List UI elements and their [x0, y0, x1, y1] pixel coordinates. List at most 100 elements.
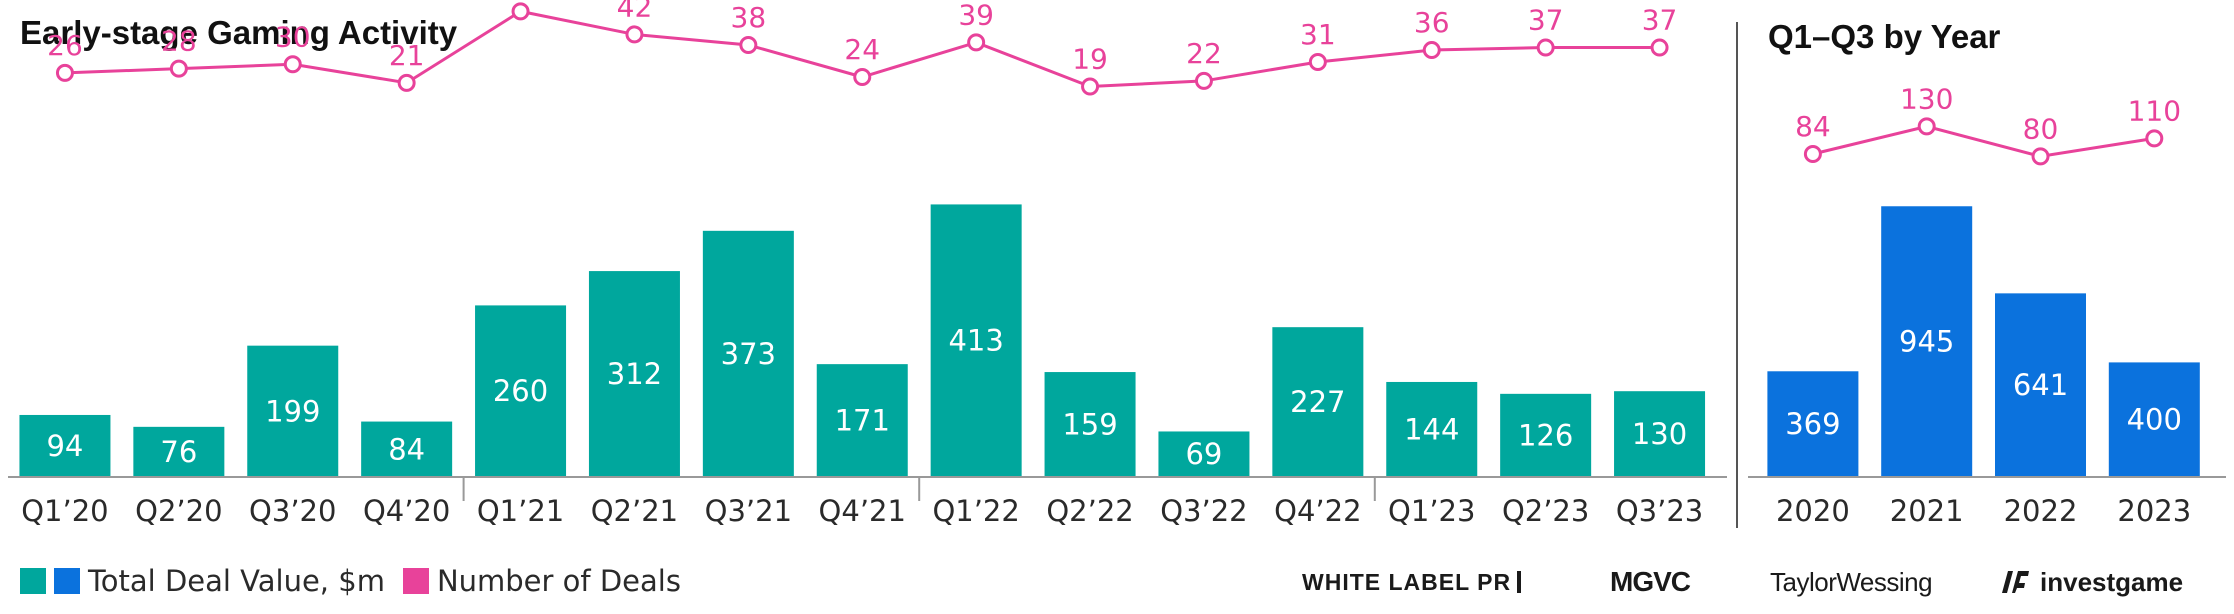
bar-value-label: 369: [1785, 407, 1840, 441]
bar-Q4’22: [1272, 327, 1364, 477]
logo-white-label-pr: WHITE LABEL PR: [1302, 566, 1522, 598]
x-tick-label: Q2’20: [135, 494, 222, 528]
x-tick-label: Q3’20: [249, 494, 336, 528]
x-tick-label: Q4’20: [363, 494, 450, 528]
bar-2021: [1881, 206, 1973, 477]
logo-mgvc-text: MGVC: [1610, 566, 1691, 597]
deals-value-label: 80: [2023, 112, 2059, 145]
logo-taylor-wessing: TaylorWessing: [1770, 566, 1933, 598]
bar-value-label: 171: [835, 404, 890, 438]
deals-value-label: 130: [1900, 82, 1953, 115]
deals-value-label: 37: [1528, 4, 1564, 37]
bar-value-label: 159: [1062, 408, 1117, 442]
bar-value-label: 373: [721, 337, 776, 371]
bar-value-label: 69: [1185, 437, 1222, 471]
axis-layer: Q1’20 Q2’20 Q3’20 Q4’20 Q1’21 Q2’21 Q3’21 Q4’21…: [8, 476, 2226, 528]
deals-point: [1422, 41, 1441, 60]
legend-label-number-of-deals: Number of Deals: [436, 564, 681, 598]
bar-value-label: 199: [265, 394, 320, 428]
legend-swatch-deals: [402, 568, 429, 594]
deals-point: [1081, 77, 1100, 96]
x-tick-label: Q2’23: [1502, 494, 1589, 528]
bar-2023: [2108, 362, 2200, 477]
bar-Q1’21: [475, 305, 567, 477]
legend-swatch-quarterly: [20, 568, 46, 594]
deals-value-label: 21: [389, 39, 425, 72]
deals-value-label: 38: [731, 1, 767, 34]
bar-Q4’20: [361, 421, 453, 477]
bar-Q3’22: [1158, 431, 1250, 477]
deals-value-label: 24: [844, 33, 880, 66]
deals-point: [1194, 71, 1213, 90]
bar-value-label: 945: [1899, 325, 1954, 359]
bar-2022: [1995, 293, 2086, 477]
bar-Q3’20: [247, 345, 339, 477]
bar-value-label: 413: [948, 324, 1003, 358]
logo-taylor-wessing-text: TaylorWessing: [1770, 566, 1933, 597]
x-tick-label: Q4’22: [1274, 494, 1361, 528]
x-tick-label: Q2’21: [591, 494, 678, 528]
deals-value-label: 110: [2128, 94, 2181, 127]
deals-point: [283, 55, 302, 74]
bar-value-label: 144: [1404, 412, 1459, 446]
legend-label-deal-value: Total Deal Value, $m: [88, 564, 385, 598]
logo-white-label-pr-text: WHITE LABEL PR: [1302, 568, 1512, 595]
x-tick-label: 2023: [2117, 494, 2191, 528]
bar-value-label: 130: [1632, 417, 1687, 451]
bars-layer: 94 76 199 84 260 312 373 171 413 159 69 227 144 126 13…: [19, 204, 2200, 478]
deals-point: [2031, 147, 2050, 166]
deals-point: [739, 36, 758, 55]
x-tick-label: Q4’21: [819, 494, 906, 528]
deals-point: [397, 73, 416, 92]
x-tick-label: Q3’23: [1616, 494, 1703, 528]
bar-value-label: 84: [388, 432, 425, 466]
deals-line-1: [1812, 124, 2155, 158]
bar-Q2’22: [1044, 372, 1136, 477]
bar-value-label: 227: [1290, 385, 1345, 419]
deals-value-label: 39: [958, 0, 994, 31]
deals-value-label: 26: [47, 29, 83, 62]
deals-line-layer: 2628302150423824391922313637378413080110: [47, 0, 2181, 166]
deals-point: [853, 68, 872, 86]
bar-Q1’23: [1386, 381, 1478, 477]
bar-Q3’21: [702, 230, 794, 477]
chart-title-quarterly: Early-stage Gaming Activity: [20, 14, 458, 51]
investgame-mark-icon: [2002, 571, 2029, 593]
x-tick-label: Q2’22: [1046, 494, 1133, 528]
x-tick-label: 2021: [1890, 494, 1964, 528]
legend: Total Deal Value, $m Number of Deals: [20, 563, 699, 599]
deals-point: [169, 59, 188, 78]
deals-value-label: 22: [1186, 37, 1222, 70]
x-tick-label: Q1’20: [21, 494, 108, 528]
deals-value-label: 28: [161, 25, 197, 58]
deals-point: [2145, 129, 2164, 148]
deals-point: [1650, 38, 1669, 57]
chart-title-yearly: Q1–Q3 by Year: [1768, 18, 2001, 55]
logo-investgame: investgame: [1998, 566, 2183, 598]
x-tick-label: Q3’22: [1160, 494, 1247, 528]
deals-point: [1308, 52, 1327, 71]
bar-value-label: 260: [493, 374, 548, 408]
bar-Q3’23: [1614, 391, 1706, 477]
deals-point: [55, 63, 74, 82]
logo-mgvc: MGVC: [1610, 566, 1691, 598]
x-tick-label: Q3’21: [705, 494, 792, 528]
x-tick-label: Q1’21: [477, 494, 564, 528]
bar-2020: [1767, 371, 1859, 477]
logo-bar-mark: [1517, 571, 1522, 593]
bar-value-label: 94: [46, 429, 83, 463]
bar-value-label: 126: [1518, 418, 1573, 452]
x-tick-label: Q1’23: [1388, 494, 1475, 528]
deals-point: [967, 33, 986, 52]
bar-value-label: 641: [2013, 368, 2068, 402]
bar-value-label: 400: [2127, 403, 2182, 437]
x-tick-label: Q1’22: [932, 494, 1019, 528]
deals-value-label: 84: [1795, 110, 1831, 143]
bar-Q1’22: [930, 204, 1022, 478]
bar-Q4’21: [816, 364, 908, 477]
bar-Q2’21: [588, 271, 680, 477]
deals-value-label: 19: [1072, 43, 1108, 76]
legend-swatch-yearly: [54, 568, 80, 594]
deals-value-label: 42: [617, 0, 653, 23]
bar-Q1’20: [19, 414, 111, 477]
